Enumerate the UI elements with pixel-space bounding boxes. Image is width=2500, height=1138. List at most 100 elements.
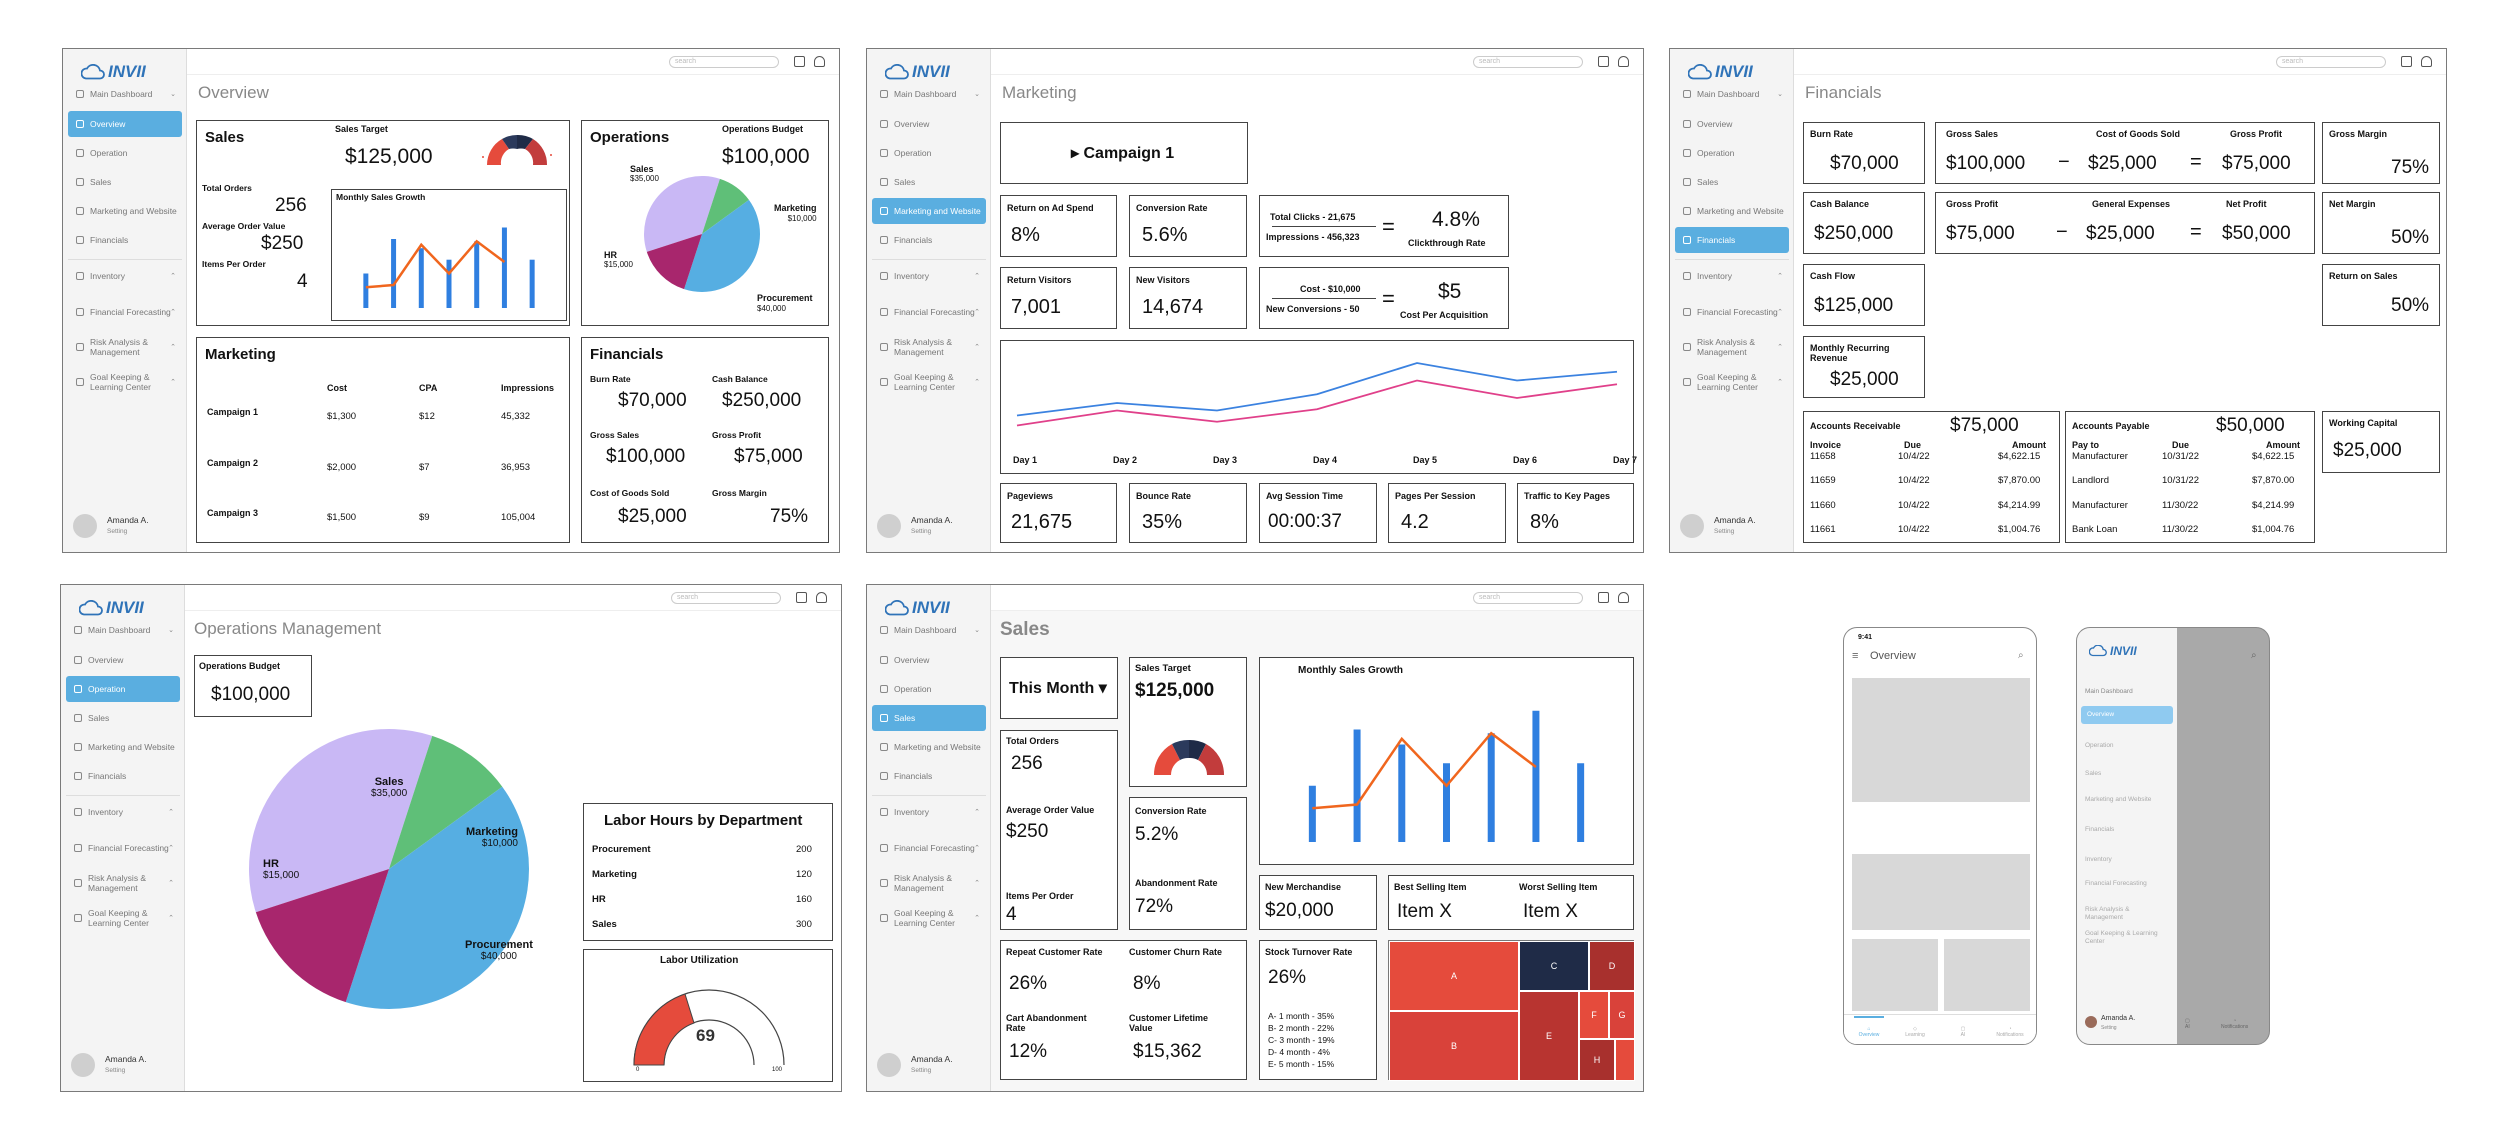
bell-icon[interactable] [1618, 592, 1629, 603]
nav-marketing[interactable]: Marketing and Website [66, 734, 180, 760]
user-profile[interactable]: Amanda A. Setting [877, 1053, 953, 1077]
nav-risk[interactable]: Risk Analysis & Management ⌃ [68, 334, 182, 360]
nav-forecasting[interactable]: Financial Forecasting ⌃ [1675, 299, 1789, 325]
nav-overview[interactable]: Overview [2081, 706, 2173, 724]
nav-inventory[interactable]: Inventory ⌃ [66, 799, 180, 825]
nav-forecasting[interactable]: Financial Forecasting ⌃ [872, 299, 986, 325]
tab-overview[interactable]: ⌂ Overview [1858, 1026, 1880, 1038]
nav-sales[interactable]: Sales [66, 705, 180, 731]
nav-inventory[interactable]: Inventory [2085, 856, 2112, 863]
user-profile[interactable]: Amanda A. Setting [1680, 514, 1756, 538]
nav-operation[interactable]: Operation [66, 676, 180, 702]
chat-icon[interactable] [794, 56, 805, 67]
sidebar: INVII Main Dashboard ⌄ Overview Operation… [867, 585, 991, 1091]
nav-risk[interactable]: Risk Analysis & Management ⌃ [872, 334, 986, 360]
chat-icon[interactable] [1598, 592, 1609, 603]
nav-main-dashboard[interactable]: Main Dashboard [2085, 688, 2133, 695]
nav-operation[interactable]: Operation [68, 140, 182, 166]
search-input[interactable]: search [1473, 592, 1583, 604]
search-input[interactable]: search [671, 592, 781, 604]
chat-icon[interactable] [1598, 56, 1609, 67]
nav-goal[interactable]: Goal Keeping & Learning Center ⌃ [68, 369, 182, 395]
chat-icon[interactable] [2401, 56, 2412, 67]
user-profile[interactable]: Amanda A. Setting [73, 514, 149, 538]
nav-operation[interactable]: Operation [872, 140, 986, 166]
bell-icon[interactable] [816, 592, 827, 603]
nav-risk[interactable]: Risk Analysis & Management [2085, 906, 2130, 921]
nav-marketing[interactable]: Marketing and Website [2085, 796, 2152, 803]
nav-sales[interactable]: Sales [2085, 770, 2102, 777]
nav-overview[interactable]: Overview [68, 111, 182, 137]
nav-marketing[interactable]: Marketing and Website [872, 198, 986, 224]
nav-goal[interactable]: Goal Keeping & Learning Center ⌃ [1675, 369, 1789, 395]
chat-icon[interactable] [796, 592, 807, 603]
nav-overview[interactable]: Overview [872, 647, 986, 673]
search-input[interactable]: search [669, 56, 779, 68]
nav-goal[interactable]: Goal Keeping & Learning Center ⌃ [872, 905, 986, 931]
nav-overview[interactable]: Overview [872, 111, 986, 137]
nav-marketing[interactable]: Marketing and Website [872, 734, 986, 760]
nav-risk[interactable]: Risk Analysis & Management ⌃ [66, 870, 180, 896]
nav-inventory[interactable]: Inventory ⌃ [872, 263, 986, 289]
nav-operation[interactable]: Operation [1675, 140, 1789, 166]
nav-main-dashboard[interactable]: Main Dashboard ⌄ [68, 81, 182, 107]
nav-overview[interactable]: Overview [66, 647, 180, 673]
search-icon[interactable]: ⌕ [2018, 650, 2024, 661]
nav-marketing[interactable]: Marketing and Website [68, 198, 182, 224]
bag-icon [880, 714, 888, 722]
nav-risk[interactable]: Risk Analysis & Management ⌃ [872, 870, 986, 896]
tab-ai[interactable]: ▢ AI [2185, 1018, 2190, 1030]
placeholder-block [1944, 939, 2030, 1011]
nav-sales[interactable]: Sales [1675, 169, 1789, 195]
nav-risk[interactable]: Risk Analysis & Management ⌃ [1675, 334, 1789, 360]
nav-overview[interactable]: Overview [1675, 111, 1789, 137]
invii-logo: INVII [81, 61, 146, 83]
user-profile[interactable]: Amanda A. Setting [71, 1053, 147, 1077]
growth-bar [446, 259, 452, 308]
bell-icon[interactable] [1618, 56, 1629, 67]
nav-main-dashboard[interactable]: Main Dashboard ⌄ [66, 617, 180, 643]
search-input[interactable]: search [2276, 56, 2386, 68]
nav-inventory[interactable]: Inventory ⌃ [1675, 263, 1789, 289]
menu-icon[interactable]: ≡ [1852, 650, 1859, 662]
tab-learning[interactable]: ◇ Learning [1905, 1026, 1925, 1038]
tab-notifications[interactable]: ◔ Notifications [1996, 1026, 2024, 1038]
search-input[interactable]: search [1473, 56, 1583, 68]
tab-ai[interactable]: ▢ AI [1960, 1026, 1966, 1038]
nav-forecasting[interactable]: Financial Forecasting [2085, 880, 2147, 887]
nav-main-dashboard[interactable]: Main Dashboard ⌄ [1675, 81, 1789, 107]
bell-icon[interactable] [2421, 56, 2432, 67]
nav-forecasting[interactable]: Financial Forecasting ⌃ [872, 835, 986, 861]
bell-icon[interactable] [814, 56, 825, 67]
nav-financials[interactable]: Financials [1675, 227, 1789, 253]
nav-goal[interactable]: Goal Keeping & Learning Center [2085, 930, 2158, 945]
nav-goal[interactable]: Goal Keeping & Learning Center ⌃ [872, 369, 986, 395]
tab-notifications[interactable]: ◔ Notifications [2221, 1018, 2249, 1030]
nav-forecasting[interactable]: Financial Forecasting ⌃ [68, 299, 182, 325]
nav-forecasting[interactable]: Financial Forecasting ⌃ [66, 835, 180, 861]
nav-inventory[interactable]: Inventory ⌃ [872, 799, 986, 825]
nav-financials[interactable]: Financials [68, 227, 182, 253]
nav-sales[interactable]: Sales [68, 169, 182, 195]
search-icon[interactable]: ⌕ [2251, 650, 2257, 661]
user-profile[interactable]: Amanda A. Setting [877, 514, 953, 538]
bounce-card: Bounce Rate 35% [1129, 483, 1247, 543]
nav-financials[interactable]: Financials [2085, 826, 2115, 833]
working-capital-card: Working Capital $25,000 [2322, 411, 2440, 473]
nav-operation[interactable]: Operation [872, 676, 986, 702]
nav-financials[interactable]: Financials [872, 763, 986, 789]
nav-inventory[interactable]: Inventory ⌃ [68, 263, 182, 289]
nav-operation[interactable]: Operation [2085, 742, 2114, 749]
nav-main-dashboard[interactable]: Main Dashboard ⌄ [872, 617, 986, 643]
nav-sales[interactable]: Sales [872, 705, 986, 731]
nav-sales[interactable]: Sales [872, 169, 986, 195]
nav-financials[interactable]: Financials [872, 227, 986, 253]
nav-main-dashboard[interactable]: Main Dashboard ⌄ [872, 81, 986, 107]
period-select[interactable]: This Month ▾ [1000, 657, 1118, 719]
nav-goal[interactable]: Goal Keeping & Learning Center ⌃ [66, 905, 180, 931]
nav-financials[interactable]: Financials [66, 763, 180, 789]
dollar-icon [76, 236, 84, 244]
campaign-selector[interactable]: ▸ Campaign 1 [1000, 122, 1248, 184]
nav-marketing[interactable]: Marketing and Website [1675, 198, 1789, 224]
growth-bar [363, 273, 369, 308]
